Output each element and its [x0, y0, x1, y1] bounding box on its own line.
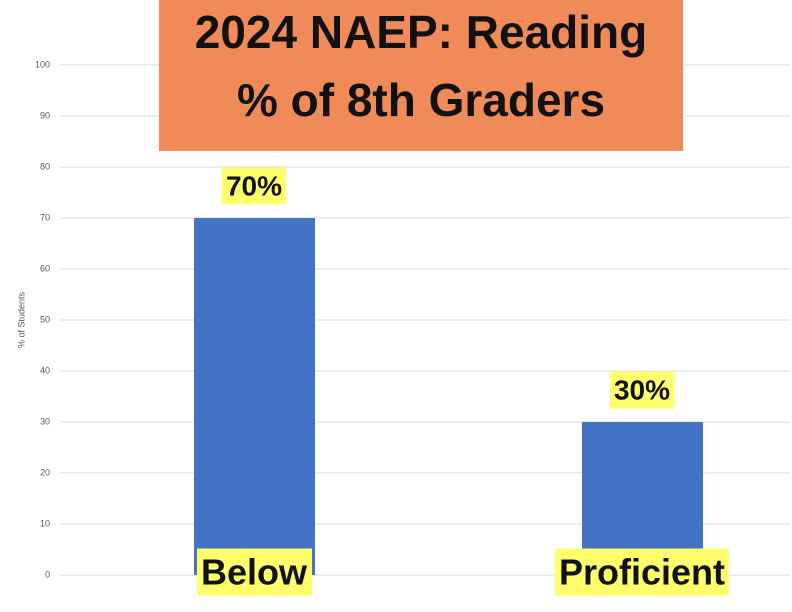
y-tick-label: 50 — [40, 314, 50, 324]
chart-title: 2024 NAEP: Reading — [195, 6, 647, 58]
x-tick-label: Proficient — [559, 552, 725, 593]
x-tick-label-box — [196, 548, 313, 596]
y-tick-label: 30 — [40, 416, 50, 426]
y-tick-label: 40 — [40, 365, 50, 375]
y-tick-label: 70 — [40, 212, 50, 222]
chart-subtitle: % of 8th Graders — [237, 74, 605, 126]
title-box — [159, 0, 683, 151]
y-tick-label: 60 — [40, 263, 50, 273]
y-tick-label: 80 — [40, 161, 50, 171]
x-tick-label: Below — [201, 552, 308, 593]
y-tick-label: 0 — [45, 569, 50, 579]
bar — [194, 218, 315, 575]
y-tick-label: 20 — [40, 467, 50, 477]
y-tick-label: 90 — [40, 110, 50, 120]
value-label: 70% — [226, 170, 282, 201]
x-tick-label-box — [554, 548, 730, 596]
value-label-box — [221, 167, 287, 205]
value-label-box — [609, 371, 675, 409]
value-label: 30% — [614, 374, 670, 405]
y-tick-label: 10 — [40, 518, 50, 528]
y-axis-label: % of Students — [16, 291, 26, 348]
y-tick-label: 100 — [35, 59, 50, 69]
